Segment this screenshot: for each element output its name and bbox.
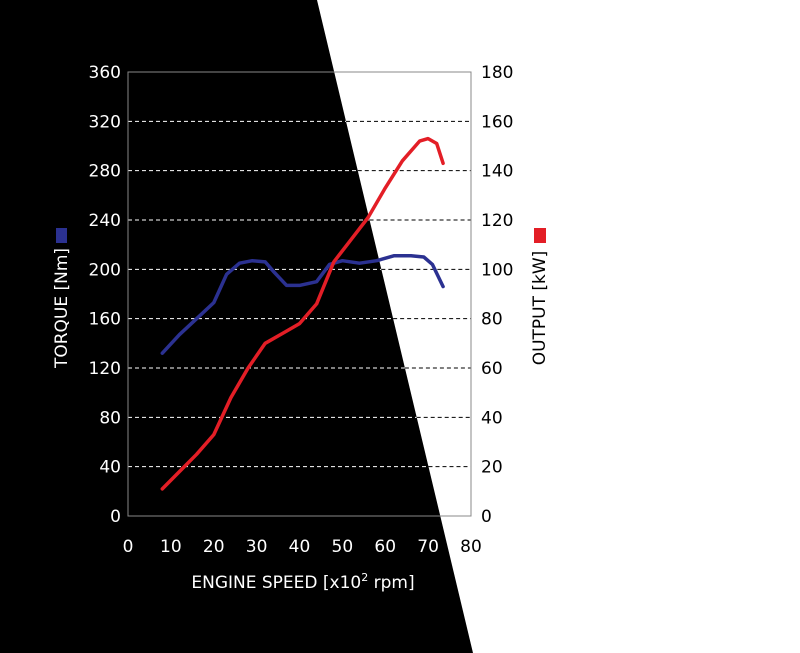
y-left-tick-label: 80 — [99, 408, 121, 428]
y-left-tick-label: 200 — [89, 260, 121, 280]
y-right-tick-label: 80 — [481, 310, 503, 330]
y-left-tick-label: 280 — [89, 162, 121, 182]
background-black-wedge — [0, 0, 473, 653]
x-tick-label: 10 — [160, 537, 182, 557]
y-right-tick-label: 0 — [481, 507, 492, 527]
y-right-tick-label: 140 — [481, 162, 513, 182]
y-left-tick-label: 40 — [99, 458, 121, 478]
y-right-tick-label: 40 — [481, 408, 503, 428]
y-left-tick-label: 360 — [89, 63, 121, 83]
y-left-tick-label: 0 — [110, 507, 121, 527]
torque-legend-swatch — [56, 228, 67, 243]
y-left-tick-label: 320 — [89, 112, 121, 132]
x-tick-label: 70 — [417, 537, 439, 557]
torque-series-line — [160, 254, 445, 355]
series-lines — [160, 136, 445, 491]
left-axis-title: TORQUE [Nm] — [52, 248, 72, 369]
y-right-tick-label: 20 — [481, 458, 503, 478]
output-series-line — [160, 136, 445, 491]
x-tick-label: 30 — [246, 537, 268, 557]
y-left-tick-label: 240 — [89, 211, 121, 231]
plot-frame — [127, 71, 472, 517]
right-axis-title: OUTPUT [kW] — [530, 251, 550, 366]
x-tick-label: 0 — [123, 537, 134, 557]
y-left-tick-label: 120 — [89, 359, 121, 379]
y-right-tick-label: 100 — [481, 260, 513, 280]
x-tick-label: 40 — [289, 537, 311, 557]
x-tick-label: 60 — [374, 537, 396, 557]
x-tick-label: 50 — [332, 537, 354, 557]
x-tick-label: 20 — [203, 537, 225, 557]
y-left-tick-label: 160 — [89, 310, 121, 330]
y-right-tick-label: 60 — [481, 359, 503, 379]
output-legend-swatch — [534, 228, 546, 243]
y-right-tick-label: 180 — [481, 63, 513, 83]
x-tick-label: 80 — [460, 537, 482, 557]
tick-labels: 0408012016020024028032036002040608010012… — [89, 63, 514, 557]
y-right-tick-label: 120 — [481, 211, 513, 231]
y-right-tick-label: 160 — [481, 112, 513, 132]
x-axis-title: ENGINE SPEED [x102 rpm] — [191, 571, 414, 593]
